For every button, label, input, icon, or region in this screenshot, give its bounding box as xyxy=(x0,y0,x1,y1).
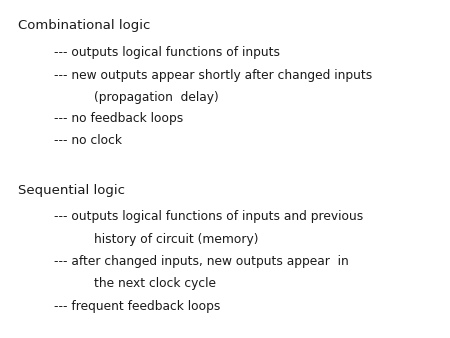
Text: --- no feedback loops: --- no feedback loops xyxy=(54,113,183,125)
Text: Sequential logic: Sequential logic xyxy=(18,185,125,197)
Text: the next clock cycle: the next clock cycle xyxy=(94,277,216,290)
Text: --- frequent feedback loops: --- frequent feedback loops xyxy=(54,300,220,313)
Text: Combinational logic: Combinational logic xyxy=(18,19,150,32)
Text: history of circuit (memory): history of circuit (memory) xyxy=(94,233,259,246)
Text: --- outputs logical functions of inputs: --- outputs logical functions of inputs xyxy=(54,46,280,59)
Text: --- no clock: --- no clock xyxy=(54,134,122,147)
Text: --- new outputs appear shortly after changed inputs: --- new outputs appear shortly after cha… xyxy=(54,69,372,81)
Text: --- outputs logical functions of inputs and previous: --- outputs logical functions of inputs … xyxy=(54,211,363,223)
Text: --- after changed inputs, new outputs appear  in: --- after changed inputs, new outputs ap… xyxy=(54,255,349,268)
Text: (propagation  delay): (propagation delay) xyxy=(94,91,219,104)
